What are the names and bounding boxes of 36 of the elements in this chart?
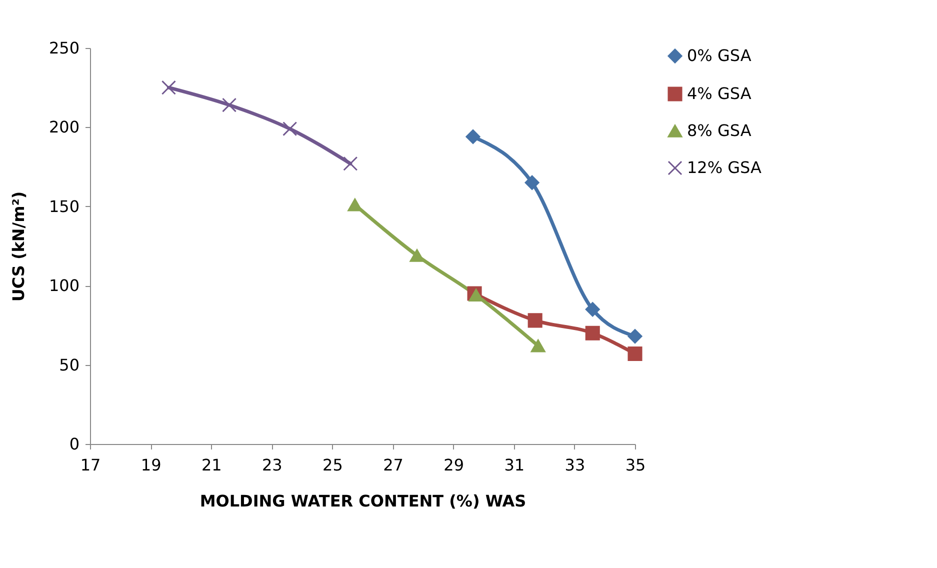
- y-axis-title: UCS (kN/m²): [8, 191, 28, 302]
- x-tick-label: 23: [262, 456, 282, 474]
- point: [348, 198, 362, 212]
- x-tick-label: 31: [504, 456, 525, 474]
- legend-label: 4% GSA: [687, 84, 752, 103]
- x-tick-label: 33: [564, 456, 586, 474]
- legend-label: 0% GSA: [687, 46, 752, 65]
- x-tick-label: 19: [140, 456, 162, 474]
- point: [585, 326, 600, 340]
- y-tick-label: 0: [69, 434, 80, 454]
- legend-label: 8% GSA: [687, 121, 752, 140]
- point: [530, 339, 546, 352]
- point: [161, 80, 176, 95]
- x-axis-title: MOLDING WATER CONTENT (%) WAS: [200, 492, 526, 510]
- legend-label: 12% GSA: [687, 158, 762, 177]
- x-tick-label: 29: [444, 456, 464, 474]
- y-tick-label: 200: [48, 118, 80, 137]
- y-tick-label: 100: [48, 276, 80, 296]
- point: [628, 346, 642, 361]
- point: [343, 156, 358, 171]
- point: [222, 98, 237, 112]
- x-tick-label: 35: [625, 456, 646, 474]
- point: [282, 122, 298, 136]
- point: [410, 249, 424, 262]
- x-tick-label: 27: [383, 456, 404, 474]
- y-tick-label: 50: [59, 355, 80, 374]
- y-tick-label: 250: [48, 38, 80, 58]
- point: [628, 329, 642, 344]
- point: [585, 302, 600, 317]
- point: [466, 129, 480, 144]
- x-tick-label: 17: [80, 456, 101, 474]
- point: [528, 313, 542, 328]
- x-tick-label: 21: [201, 456, 222, 474]
- point: [524, 175, 540, 190]
- y-tick-label: 150: [48, 196, 80, 216]
- x-tick-label: 25: [322, 456, 343, 474]
